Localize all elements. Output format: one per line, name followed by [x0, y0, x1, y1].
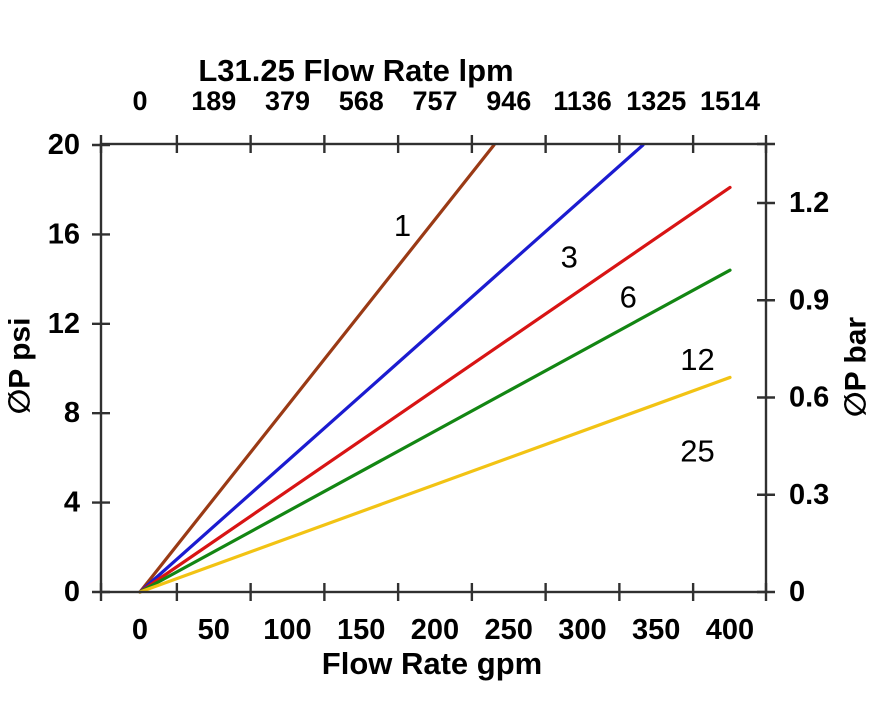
left-tick-label: 20: [48, 129, 80, 161]
bottom-tick-label: 350: [632, 614, 680, 646]
right-tick-label: 0.9: [789, 284, 829, 316]
series-label-6: 6: [620, 279, 637, 314]
top-tick-label: 946: [486, 86, 531, 116]
right-tick-label: 0.6: [789, 382, 829, 414]
bottom-tick-label: 50: [198, 614, 230, 646]
series-label-12: 12: [680, 342, 714, 377]
top-tick-label: 1136: [553, 86, 612, 116]
bottom-tick-label: 300: [558, 614, 606, 646]
top-tick-label: 757: [412, 86, 457, 116]
series-line-3: [138, 143, 645, 594]
top-tick-label: 1325: [626, 86, 686, 116]
chart-title: L31.25 Flow Rate lpm: [198, 53, 514, 88]
series-label-3: 3: [561, 239, 578, 274]
series-line-12: [138, 268, 732, 594]
axis-ticks: [92, 135, 775, 601]
left-tick-label: 0: [64, 576, 80, 608]
top-tick-label: 189: [191, 86, 236, 116]
right-tick-label: 1.2: [789, 187, 829, 219]
x-axis-title-bottom: Flow Rate gpm: [321, 646, 543, 681]
left-tick-label: 8: [64, 397, 80, 429]
series-label-1: 1: [394, 208, 411, 243]
bottom-tick-label: 400: [706, 614, 754, 646]
series-line-1: [138, 143, 496, 594]
series-label-25: 25: [680, 434, 714, 469]
left-tick-label: 4: [64, 487, 80, 519]
top-tick-label: 379: [265, 86, 310, 116]
bottom-tick-label: 100: [263, 614, 311, 646]
bottom-tick-label: 0: [132, 614, 148, 646]
left-tick-label: 12: [48, 308, 80, 340]
top-tick-label: 568: [339, 86, 384, 116]
bottom-tick-label: 200: [411, 614, 459, 646]
right-tick-label: 0: [789, 576, 805, 608]
plot-border: [99, 142, 768, 594]
series-line-6: [138, 185, 732, 594]
bottom-tick-label: 150: [337, 614, 385, 646]
top-tick-label: 1514: [700, 86, 760, 116]
series-lines: [138, 143, 732, 594]
right-tick-label: 0.3: [789, 479, 829, 511]
series-line-25: [138, 375, 732, 594]
left-tick-label: 16: [48, 218, 80, 250]
bottom-tick-label: 250: [485, 614, 533, 646]
top-tick-label: 0: [132, 86, 147, 116]
